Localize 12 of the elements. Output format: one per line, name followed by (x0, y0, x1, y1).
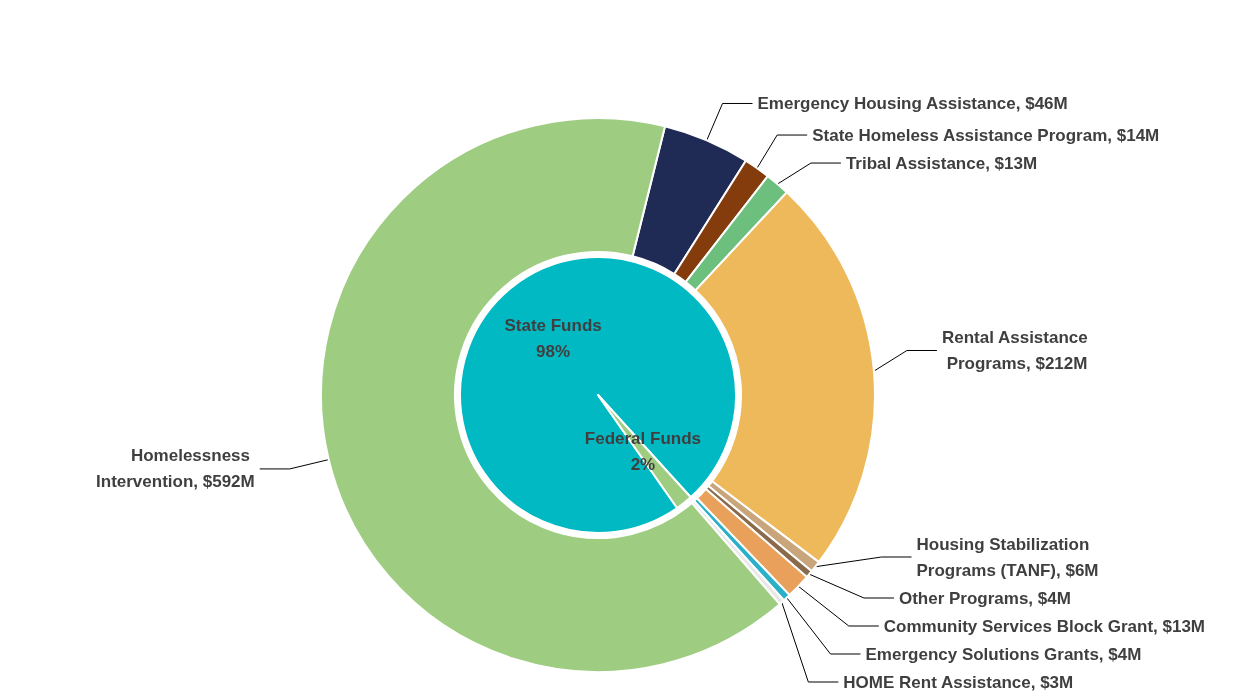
slice-label: Emergency Housing Assistance, $46M (757, 93, 1068, 113)
slice-label: Rental Assistance Programs, $212M (941, 328, 1088, 374)
slice-label: State Homeless Assistance Program, $14M (812, 125, 1160, 145)
slice-label: Other Programs, $4M (898, 588, 1071, 608)
data-label: 98% (536, 342, 571, 362)
slice-label: State Funds (504, 316, 602, 336)
slice-label: Homelessness Intervention, $592M (96, 446, 255, 492)
slice-label: Community Services Block Grant, $13M (883, 616, 1206, 636)
slice-label: Tribal Assistance, $13M (845, 153, 1038, 173)
slice-label: HOME Rent Assistance, $3M (843, 672, 1074, 692)
slice-label: Emergency Solutions Grants, $4M (865, 644, 1142, 664)
slice-label: Housing Stabilization Programs (TANF), $6M (916, 534, 1099, 580)
